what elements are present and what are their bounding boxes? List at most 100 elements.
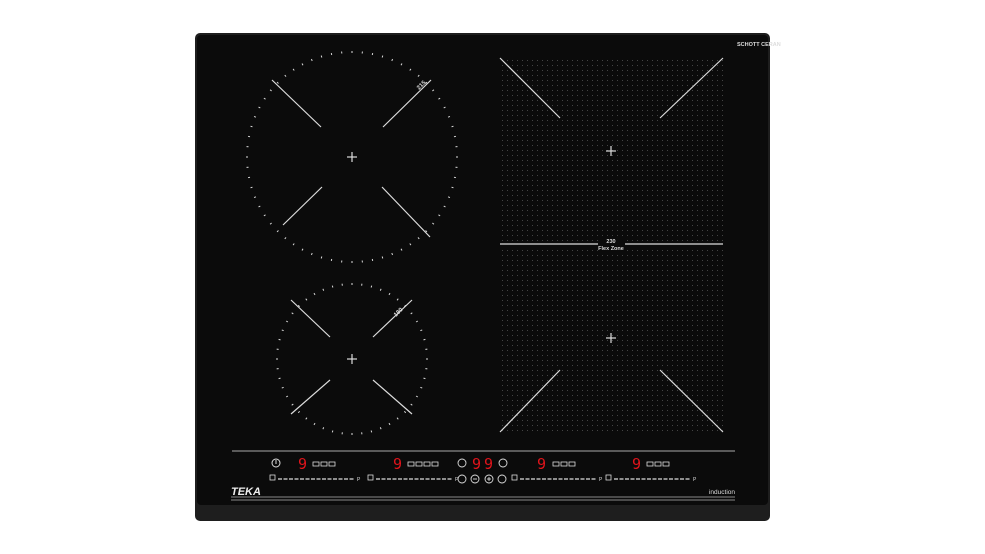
zone-ring-tick <box>292 68 295 71</box>
zone-ring-tick <box>322 288 325 291</box>
zone-ring-tick <box>425 230 428 233</box>
cooking-zone-small[interactable] <box>276 283 428 435</box>
zone-ring-tick <box>305 417 308 420</box>
cookware-icon <box>312 461 320 467</box>
zone-ring-tick <box>379 288 382 291</box>
zone-ring-tick <box>420 329 423 332</box>
plus-button[interactable] <box>484 474 494 484</box>
cookware-icon <box>552 461 560 467</box>
zone-ring-tick <box>250 125 253 128</box>
glass-surface <box>197 35 768 505</box>
zone-ring-tick <box>410 403 413 406</box>
zone-ring-tick <box>438 97 441 100</box>
zone-display: 9 <box>632 455 641 473</box>
cookware-icon <box>560 461 568 467</box>
boost-label[interactable]: P <box>357 477 361 483</box>
menu-button[interactable] <box>497 474 507 484</box>
cookware-icon <box>423 461 431 467</box>
cooking-zone-large[interactable] <box>246 51 458 263</box>
boost-label[interactable]: P <box>693 477 697 483</box>
zone-ring-tick <box>263 214 266 217</box>
timer-button[interactable] <box>498 458 508 468</box>
zone-ring-tick <box>278 377 281 380</box>
zone-ring-tick <box>263 97 266 100</box>
zone-select-button[interactable] <box>511 474 518 481</box>
zone-select-button[interactable] <box>605 474 612 481</box>
zone-ring-tick <box>432 222 435 225</box>
zone-ring-tick <box>381 256 384 259</box>
zone-ring-tick <box>278 338 281 341</box>
zone-select-button[interactable] <box>367 474 374 481</box>
cookware-icon <box>320 461 328 467</box>
zone-ring-tick <box>253 115 257 118</box>
zone-ring-tick <box>396 298 399 301</box>
zone-ring-tick <box>250 186 253 189</box>
minus-button[interactable] <box>470 474 480 484</box>
zone-ring-tick <box>285 320 289 323</box>
zone-ring-tick <box>396 417 399 420</box>
boost-label[interactable]: P <box>599 477 603 483</box>
cookware-icon <box>407 461 415 467</box>
zone-ring-tick <box>310 252 313 256</box>
zone-ring-tick <box>313 292 316 296</box>
zone-ring-tick <box>443 106 446 109</box>
zone-ring-tick <box>451 186 454 189</box>
zone-ring-tick <box>370 285 373 288</box>
zone-ring-tick <box>258 205 261 208</box>
zone-ring-tick <box>269 222 272 225</box>
zone-ring-tick <box>417 237 420 240</box>
flex-zone-label: Flex Zone <box>598 246 624 252</box>
teka-logo: TEKA <box>231 486 261 498</box>
zone-size-label: 180 <box>393 307 405 319</box>
zone-ring-tick <box>400 63 403 66</box>
zone-ring-tick <box>388 292 391 296</box>
zone-ring-tick <box>320 256 323 259</box>
zone-display: 9 <box>537 455 546 473</box>
cookware-icon <box>431 461 439 467</box>
zone-ring-tick <box>400 248 403 251</box>
zone-ring-tick <box>379 427 382 430</box>
zone-ring-tick <box>301 63 304 66</box>
zone-ring-tick <box>438 214 441 217</box>
cookware-icon <box>568 461 576 467</box>
zone-select-button[interactable] <box>269 474 276 481</box>
zone-ring-tick <box>417 74 420 77</box>
zone-ring-tick <box>310 58 313 62</box>
zone-ring-tick <box>284 237 287 240</box>
zone-size-label: 215 <box>416 80 428 92</box>
zone-ring-tick <box>320 55 323 58</box>
flex-zone-markings <box>499 57 724 433</box>
zone-ring-tick <box>410 312 413 315</box>
zone-ring-tick <box>447 115 451 118</box>
zone-ring-tick <box>297 410 301 414</box>
zone-ring-tick <box>292 243 295 246</box>
lock-button[interactable] <box>457 458 467 468</box>
zone-ring-tick <box>253 196 257 199</box>
zone-ring-tick <box>291 403 294 406</box>
zone-ring-tick <box>391 58 394 62</box>
cookware-icon <box>646 461 654 467</box>
zone-ring-tick <box>258 106 261 109</box>
zone-ring-tick <box>415 320 419 323</box>
zone-display: 9 <box>298 455 307 473</box>
zone-ring-tick <box>391 252 394 256</box>
power-button[interactable] <box>271 458 281 468</box>
induction-label: induction <box>709 489 735 496</box>
zone-ring-tick <box>403 304 407 308</box>
timer-display-units: 9 <box>484 455 493 473</box>
zone-ring-tick <box>403 410 407 414</box>
cookware-icon <box>654 461 662 467</box>
zone-ring-tick <box>451 125 454 128</box>
zone-ring-tick <box>322 427 325 430</box>
flex-zone-grid[interactable] <box>502 60 723 431</box>
zone-ring-tick <box>420 386 423 389</box>
pause-button[interactable] <box>457 474 467 484</box>
zone-ring-tick <box>331 430 334 433</box>
zone-ring-tick <box>331 285 334 288</box>
zone-size-label: 230 <box>606 239 615 245</box>
cookware-icon <box>415 461 423 467</box>
boost-label[interactable]: P <box>455 477 459 483</box>
zone-ring-tick <box>432 89 435 92</box>
zone-ring-tick <box>297 304 301 308</box>
zone-ring-tick <box>415 395 419 398</box>
